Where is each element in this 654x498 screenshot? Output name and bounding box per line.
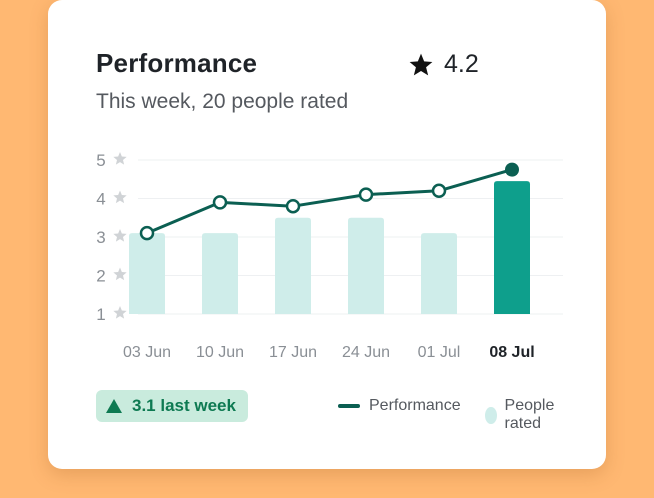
triangle-up-icon [106,399,122,413]
y-tick-label: 5 [96,151,105,170]
card-title: Performance [96,48,258,78]
y-tick-star-icon [113,306,127,319]
bar-people-rated [275,217,311,314]
performance-point [431,183,447,199]
legend-item-people-rated: People rated [485,397,566,433]
performance-point [285,198,301,214]
rating: 4.2 [408,50,479,79]
last-week-badge: 3.1 last week [96,390,248,422]
bar-people-rated [129,233,165,314]
x-tick-label: 24 Jun [342,344,390,361]
performance-card: Performance 4.2 This week, 20 people rat… [48,0,606,469]
legend-label-people-rated: People rated [504,397,555,432]
y-tick-label: 4 [96,190,105,209]
rating-value: 4.2 [444,50,479,78]
line-swatch [338,404,360,408]
chart-legend: 3.1 last week Performance People rated [96,390,566,432]
x-tick-label: 01 Jul [418,344,461,361]
x-tick-label: 08 Jul [489,344,534,361]
y-tick-star-icon [113,267,127,281]
performance-point [212,195,228,210]
performance-point [358,187,374,202]
star-icon [409,53,433,75]
x-tick-label: 10 Jun [196,344,244,361]
y-tick-star-icon [113,229,127,242]
x-tick-label: 03 Jun [123,344,171,361]
card-subtitle: This week, 20 people rated [96,90,349,113]
dot-swatch [485,406,497,424]
bar-people-rated [202,233,238,314]
y-tick-label: 2 [96,267,105,286]
performance-point [505,162,519,177]
bar-people-rated [494,181,530,314]
bar-people-rated [421,233,457,314]
legend-item-performance: Performance [338,397,461,415]
y-tick-star-icon [113,152,127,165]
y-tick-label: 1 [96,305,105,324]
y-tick-label: 3 [96,228,105,247]
performance-point [139,225,155,241]
last-week-text: 3.1 last week [132,396,236,415]
performance-chart: 1 2 3 4 5 03 Jun 10 Jun 17 Jun 24 Jun 01 Jul 08 Ju… [96,151,563,361]
x-tick-label: 17 Jun [269,344,317,361]
performance-line [146,168,513,235]
bar-people-rated [348,217,384,314]
legend-label-performance: Performance [369,397,461,414]
y-tick-star-icon [113,190,127,204]
